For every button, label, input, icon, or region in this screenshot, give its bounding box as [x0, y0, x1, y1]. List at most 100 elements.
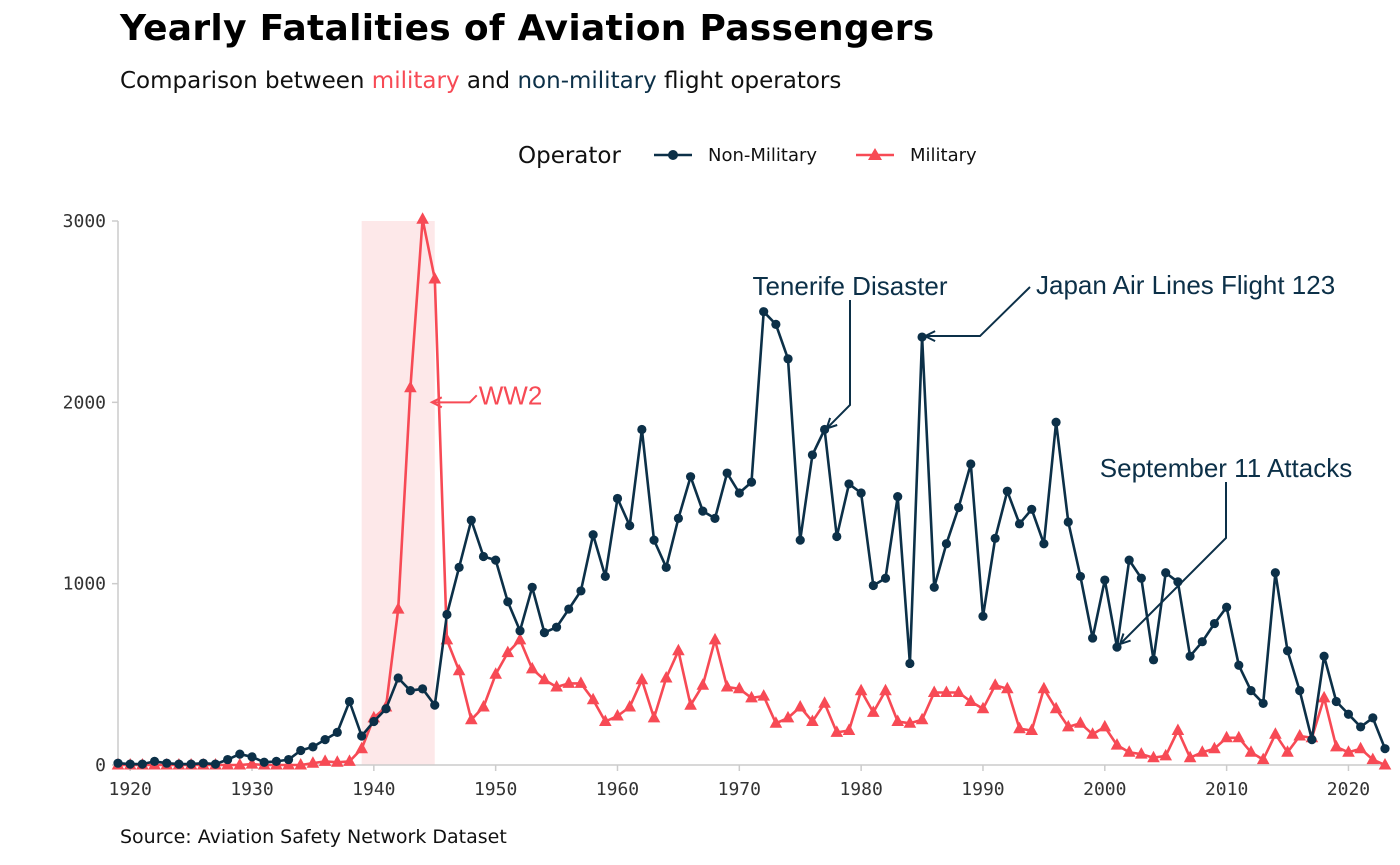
data-point-non-military: [673, 513, 684, 523]
data-point-non-military: [1136, 573, 1146, 583]
data-point-military: [306, 756, 320, 768]
data-point-non-military: [954, 502, 964, 513]
data-point-non-military: [223, 754, 233, 765]
data-point-non-military: [771, 319, 781, 329]
data-point-military: [1342, 745, 1355, 757]
data-point-military: [318, 754, 332, 766]
data-point-military: [927, 685, 941, 697]
data-point-non-military: [990, 533, 1000, 543]
data-point-non-military: [1100, 575, 1110, 585]
legend-marker-circle: [668, 150, 678, 160]
chart-subtitle: Comparison between military and non-mili…: [120, 68, 841, 94]
subtitle-suffix: flight operators: [656, 68, 842, 94]
data-point-military: [1049, 701, 1063, 714]
data-point-non-military: [844, 479, 854, 489]
data-point-non-military: [1185, 651, 1195, 661]
data-point-non-military: [1209, 618, 1220, 629]
data-point-military: [635, 672, 649, 685]
data-point-non-military: [917, 332, 927, 342]
data-point-non-military: [576, 586, 586, 596]
data-point-military: [1256, 752, 1270, 765]
data-point-military: [391, 602, 405, 614]
data-point-military: [806, 714, 819, 726]
data-point-military: [1317, 690, 1331, 703]
data-point-military: [769, 716, 783, 728]
data-point-non-military: [600, 571, 610, 582]
data-point-non-military: [393, 673, 403, 683]
data-point-non-military: [551, 622, 562, 632]
data-point-non-military: [137, 759, 147, 769]
data-point-non-military: [149, 756, 160, 766]
annotation-leader-ww2: [431, 394, 478, 404]
data-point-non-military: [1258, 698, 1268, 708]
subtitle-military-word: military: [371, 68, 460, 94]
data-point-non-military: [442, 609, 452, 620]
data-point-non-military: [1148, 655, 1159, 665]
data-point-non-military: [1002, 486, 1012, 496]
data-point-military: [879, 683, 892, 696]
axis-layer: 0 1000 2000 3000 1920 1930 1940 1950 1960 1970 198…: [63, 211, 1385, 800]
data-point-military: [1135, 747, 1148, 759]
data-point-non-military: [1027, 504, 1037, 514]
data-point-military: [1001, 681, 1014, 694]
data-point-military: [757, 689, 770, 701]
data-point-military: [233, 758, 247, 770]
data-point-non-military: [649, 535, 659, 545]
legend-label: Military: [910, 145, 977, 166]
data-point-non-military: [369, 716, 379, 727]
data-point-military: [842, 723, 856, 735]
y-tick-label: 2000: [63, 392, 106, 413]
data-point-military: [733, 681, 746, 694]
data-point-military: [1171, 723, 1185, 735]
data-point-military: [854, 683, 868, 696]
data-point-non-military: [1075, 571, 1086, 582]
data-point-military: [964, 694, 978, 706]
data-point-non-military: [1356, 722, 1366, 732]
data-point-military: [659, 671, 673, 683]
annotation-label-tenerife: Tenerife Disaster: [752, 271, 947, 301]
data-point-non-military: [893, 492, 903, 502]
data-point-non-military: [1014, 519, 1025, 529]
data-point-non-military: [344, 696, 355, 707]
data-point-non-military: [430, 700, 440, 710]
x-tick-label: 1960: [596, 779, 639, 800]
data-point-military: [915, 712, 929, 725]
data-point-non-military: [320, 735, 330, 745]
data-point-non-military: [357, 731, 367, 741]
data-point-military: [1196, 745, 1209, 757]
data-point-non-military: [1039, 539, 1049, 549]
data-point-non-military: [210, 759, 221, 769]
x-tick-label: 2010: [1205, 779, 1248, 800]
data-point-non-military: [564, 604, 574, 614]
data-point-non-military: [503, 597, 513, 607]
data-point-non-military: [783, 354, 793, 364]
annotation-label-sept11: September 11 Attacks: [1100, 453, 1352, 483]
data-point-military: [745, 690, 758, 703]
data-point-non-military: [198, 758, 208, 768]
x-tick-label: 1950: [474, 779, 517, 800]
data-point-military: [1110, 738, 1124, 750]
x-tick-label: 2000: [1083, 779, 1126, 800]
data-point-non-military: [283, 754, 294, 765]
data-point-non-military: [661, 562, 671, 572]
data-point-military: [465, 712, 478, 725]
data-point-non-military: [162, 758, 172, 768]
x-tick-label: 1990: [961, 779, 1004, 800]
data-point-non-military: [1051, 417, 1061, 427]
data-point-military: [903, 716, 917, 728]
data-point-military: [1074, 716, 1087, 728]
data-point-non-military: [271, 756, 281, 766]
data-point-non-military: [698, 506, 708, 516]
data-point-non-military: [539, 628, 549, 638]
data-point-military: [1269, 727, 1282, 739]
data-point-military: [562, 676, 576, 688]
data-point-military: [574, 676, 588, 688]
data-point-military: [1366, 752, 1380, 765]
data-point-non-military: [807, 450, 818, 460]
data-point-military: [684, 698, 697, 710]
x-tick-label: 2020: [1327, 779, 1370, 800]
data-point-non-military: [1088, 633, 1098, 643]
subtitle-nonmilitary-word: non-military: [517, 68, 657, 94]
data-point-non-military: [1124, 555, 1134, 565]
